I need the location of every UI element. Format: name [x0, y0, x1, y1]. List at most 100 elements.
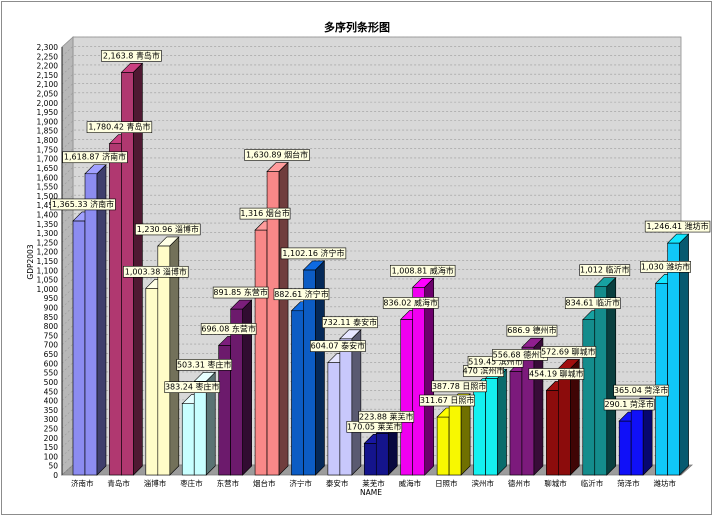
y-tick-label: 400 — [44, 397, 59, 406]
bar — [557, 358, 581, 476]
data-label: 1,008.81 威海市 — [390, 264, 456, 277]
data-label-box — [382, 297, 439, 309]
bar-side — [606, 276, 617, 476]
x-tick-label: 潍坊市 — [654, 478, 677, 488]
y-tick-label: 700 — [44, 341, 59, 350]
data-label-text: 223.88 莱芜市 — [359, 411, 414, 421]
x-tick-label: 青岛市 — [107, 478, 130, 488]
bar-side — [242, 299, 252, 476]
data-label-text: 556.68 德州市 — [493, 349, 548, 359]
data-label-box — [62, 151, 128, 164]
bar-side — [679, 233, 689, 476]
data-label-text: 519.45 滨州市 — [468, 356, 523, 366]
data-label: 311.67 日照市 — [419, 394, 475, 407]
data-label-box — [322, 316, 378, 329]
bar-front — [582, 319, 596, 476]
data-label: 1,618.87 济南市 — [62, 151, 128, 164]
bar-side — [96, 164, 107, 476]
data-label: 223.88 莱芜市 — [358, 411, 415, 423]
data-label-box — [280, 247, 347, 260]
bar — [666, 233, 690, 476]
y-tick-label: 350 — [44, 406, 59, 415]
y-tick-label: 1,800 — [37, 136, 59, 145]
bar — [84, 164, 107, 476]
bar — [302, 260, 326, 476]
gridline — [61, 269, 681, 280]
data-label-box — [212, 286, 269, 299]
gridline — [61, 287, 681, 299]
gridline — [61, 46, 681, 57]
data-label: 170.05 莱芜市 — [346, 421, 403, 433]
bar-front — [473, 387, 486, 476]
gridline — [61, 297, 681, 308]
gridline — [61, 36, 681, 48]
y-tick-label: 800 — [44, 322, 59, 331]
bar — [411, 277, 435, 476]
bar-front — [109, 143, 122, 476]
y-tick-label: 750 — [44, 331, 59, 340]
gridline — [61, 129, 681, 141]
gridline — [61, 241, 681, 252]
data-label: 696.08 东营市 — [200, 323, 257, 335]
gridline — [61, 315, 681, 327]
gridline — [61, 120, 681, 131]
data-label: 891.85 东营市 — [212, 286, 269, 299]
gridline — [61, 250, 681, 262]
data-label-text: 604.07 泰安市 — [311, 341, 366, 351]
bar-front — [339, 338, 353, 476]
bar-side — [169, 236, 180, 476]
bar — [375, 423, 399, 476]
bar-front — [145, 287, 159, 476]
gridline — [61, 343, 681, 355]
data-label: 732.11 泰安市 — [322, 316, 378, 329]
gridline — [61, 139, 681, 150]
y-tick-label: 2,050 — [37, 90, 59, 99]
data-label: 572.69 聊城市 — [540, 346, 597, 358]
data-label-text: 1,630.89 烟台市 — [246, 150, 308, 160]
y-tick-label: 1,300 — [37, 229, 59, 238]
bar — [484, 368, 508, 476]
data-label-box — [200, 323, 257, 335]
bar-front — [400, 319, 414, 476]
data-label-text: 383.24 枣庄市 — [165, 382, 220, 392]
gridline — [61, 83, 681, 94]
y-tick-label: 650 — [44, 350, 59, 359]
y-tick-label: 450 — [44, 387, 59, 396]
y-tick-label: 2,150 — [37, 71, 59, 80]
y-tick-label: 2,100 — [37, 80, 59, 89]
data-label-box — [528, 368, 585, 380]
gridline — [61, 166, 681, 178]
data-label-text: 365.04 菏泽市 — [614, 385, 669, 395]
x-tick-label: 临沂市 — [581, 478, 604, 488]
gridline — [61, 334, 681, 345]
gridline — [61, 306, 681, 318]
bar-front — [375, 433, 389, 476]
bar-front — [291, 310, 304, 476]
y-tick-label: 2,300 — [37, 43, 59, 52]
gridline — [61, 101, 681, 113]
y-tick-label: 0 — [53, 471, 58, 480]
data-label-box — [50, 198, 116, 211]
data-label: 1,365.33 济南市 — [50, 198, 116, 211]
bar-front — [667, 242, 680, 476]
y-tick-label: 300 — [44, 415, 59, 424]
bar-front — [618, 420, 632, 476]
data-label: 383.24 枣庄市 — [164, 381, 221, 393]
x-tick-label: 枣庄市 — [180, 478, 203, 488]
data-label-text: 311.67 日照市 — [420, 395, 475, 405]
bar-front — [157, 245, 171, 476]
x-tick-label: 淄博市 — [144, 478, 167, 488]
data-label: 686.9 德州市 — [506, 324, 558, 337]
data-label: 556.68 德州市 — [492, 349, 548, 361]
data-label-text: 1,012 临沂市 — [580, 265, 629, 275]
data-label-text: 1,618.87 济南市 — [64, 152, 126, 162]
y-tick-label: 1,750 — [37, 145, 59, 154]
data-label-text: 882.61 济宁市 — [274, 289, 329, 299]
data-label: 2,163.8 青岛市 — [101, 50, 162, 62]
x-tick-label: 济南市 — [71, 478, 94, 488]
data-label: 1,630.89 烟台市 — [244, 149, 310, 161]
y-tick-label: 1,850 — [37, 127, 59, 136]
x-tick-label: 菏泽市 — [617, 478, 640, 488]
bar-side — [278, 161, 289, 476]
data-label-text: 686.9 德州市 — [507, 325, 556, 335]
